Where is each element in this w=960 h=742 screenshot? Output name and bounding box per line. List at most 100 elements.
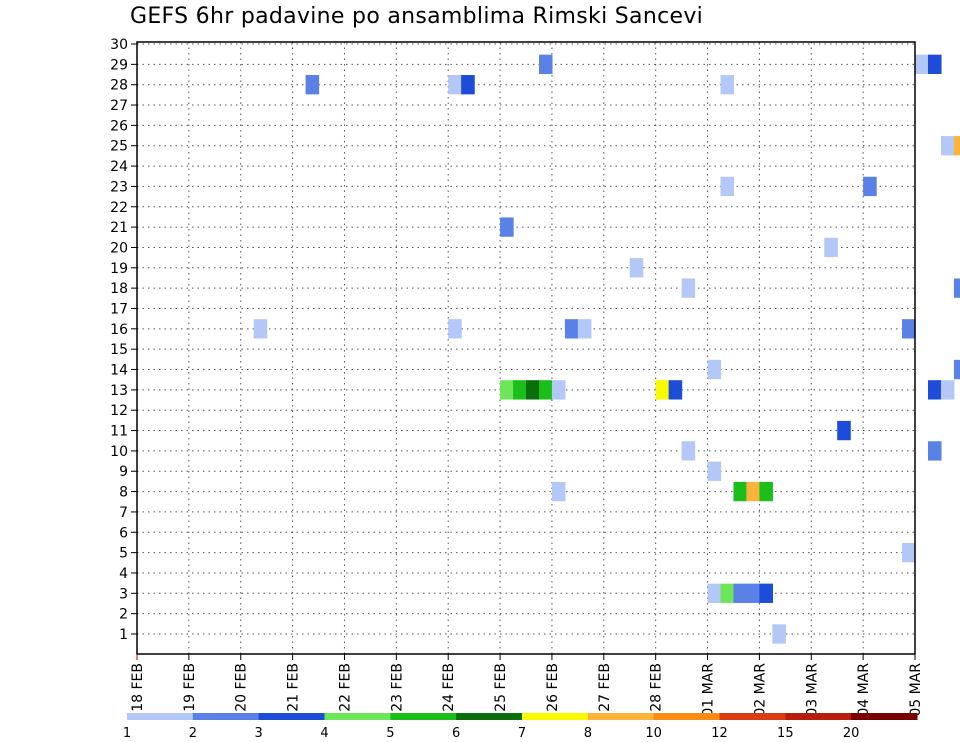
color-legend: 1 2 3 4 5 6 7 8 10 12 15 20	[123, 713, 918, 741]
legend-label: 12	[711, 726, 728, 741]
legend-label: 3	[255, 726, 263, 741]
y-tick-label: 6	[119, 525, 128, 541]
legend-label: 2	[189, 726, 197, 741]
legend-swatch	[719, 713, 786, 720]
y-tick-label: 25	[110, 139, 128, 155]
legend-swatch	[587, 713, 655, 720]
precip-cell	[824, 237, 838, 258]
precip-cell	[733, 583, 748, 603]
y-tick-label: 13	[110, 383, 128, 399]
precip-cell	[577, 319, 592, 339]
x-axis-ticks: 18 FEB 19 FEB 20 FEB 21 FEB 22 FEB 23 FEB 24 F…	[130, 654, 924, 717]
precip-cell	[513, 380, 527, 400]
precip-cell	[940, 136, 955, 156]
precip-cell	[461, 75, 475, 95]
precip-cell	[655, 380, 670, 400]
precip-cell	[902, 542, 916, 563]
x-tick-label: 01 MAR	[701, 663, 717, 717]
chart-title: GEFS 6hr padavine po ansamblima Rimski S…	[130, 4, 704, 29]
legend-label: 6	[452, 726, 460, 741]
legend-swatch	[851, 713, 918, 720]
legend-swatch	[127, 713, 194, 720]
precip-cell	[538, 54, 553, 75]
y-tick-label: 29	[110, 57, 128, 73]
precip-cell	[448, 75, 462, 95]
legend-label: 10	[645, 726, 662, 741]
precip-cell	[720, 583, 735, 603]
precip-cell	[837, 420, 851, 441]
y-tick-label: 26	[110, 118, 128, 134]
precip-cell	[863, 176, 877, 197]
precip-cell	[253, 319, 268, 339]
y-tick-label: 20	[110, 240, 128, 256]
precip-cell	[759, 583, 773, 603]
x-tick-label: 02 MAR	[752, 663, 768, 717]
precip-cell	[707, 583, 722, 603]
x-tick-label: 27 FEB	[597, 663, 613, 712]
precip-cell	[953, 359, 960, 380]
x-tick-label: 23 FEB	[389, 663, 405, 712]
precip-cell	[940, 380, 955, 400]
precip-cells	[253, 54, 960, 644]
y-tick-label: 23	[110, 179, 128, 195]
y-tick-label: 16	[110, 322, 128, 338]
y-tick-label: 5	[119, 546, 128, 562]
x-tick-label: 18 FEB	[130, 663, 146, 712]
legend-label: 8	[584, 726, 592, 741]
y-tick-label: 19	[110, 261, 128, 277]
x-tick-label: 05 MAR	[908, 663, 924, 717]
precip-cell	[448, 319, 462, 339]
legend-swatch	[785, 713, 852, 720]
y-tick-label: 8	[119, 485, 128, 501]
legend-swatch	[522, 713, 589, 720]
x-tick-label: 24 FEB	[441, 663, 457, 712]
x-tick-label: 03 MAR	[804, 663, 820, 717]
y-tick-label: 18	[110, 281, 128, 297]
precip-cell	[733, 481, 748, 502]
legend-label: 4	[320, 726, 328, 741]
precip-cell	[927, 54, 942, 75]
y-tick-label: 22	[110, 200, 128, 216]
precip-cell	[953, 278, 960, 298]
precip-cell	[707, 359, 722, 380]
y-tick-label: 21	[110, 220, 128, 236]
precip-cell	[707, 461, 722, 481]
y-axis-ticks: 1234567891011121314151617181920212223242…	[110, 37, 137, 643]
y-tick-label: 11	[110, 424, 128, 440]
precip-cell	[772, 624, 786, 644]
y-tick-label: 15	[110, 342, 128, 358]
y-tick-label: 24	[110, 159, 128, 175]
x-tick-label: 21 FEB	[286, 663, 302, 712]
precip-cell	[759, 481, 773, 502]
y-tick-label: 17	[110, 301, 128, 317]
precip-cell	[746, 583, 760, 603]
legend-label: 15	[777, 726, 794, 741]
precip-cell	[500, 380, 514, 400]
y-tick-label: 12	[110, 403, 128, 419]
legend-label: 1	[123, 726, 131, 741]
legend-swatch	[653, 713, 720, 720]
precip-cell	[915, 54, 929, 75]
y-tick-label: 9	[119, 464, 128, 480]
precip-cell	[927, 380, 942, 400]
legend-label: 5	[386, 726, 394, 741]
legend-label: 7	[518, 726, 526, 741]
y-tick-label: 2	[119, 607, 128, 623]
legend-swatch	[456, 713, 523, 720]
x-tick-label: 25 FEB	[493, 663, 509, 712]
x-tick-label: 22 FEB	[337, 663, 353, 712]
plot-frame	[136, 41, 916, 655]
x-tick-label: 28 FEB	[649, 663, 665, 712]
precip-cell	[551, 380, 566, 400]
grid-lines	[137, 42, 915, 654]
precip-cell	[681, 441, 696, 461]
y-tick-label: 10	[110, 444, 128, 460]
precip-cell	[500, 217, 514, 237]
x-tick-label: 20 FEB	[234, 663, 250, 712]
y-tick-label: 1	[119, 627, 128, 643]
precip-cell	[305, 75, 320, 95]
precip-cell	[526, 380, 540, 400]
precip-cell	[564, 319, 579, 339]
y-tick-label: 4	[119, 566, 128, 582]
